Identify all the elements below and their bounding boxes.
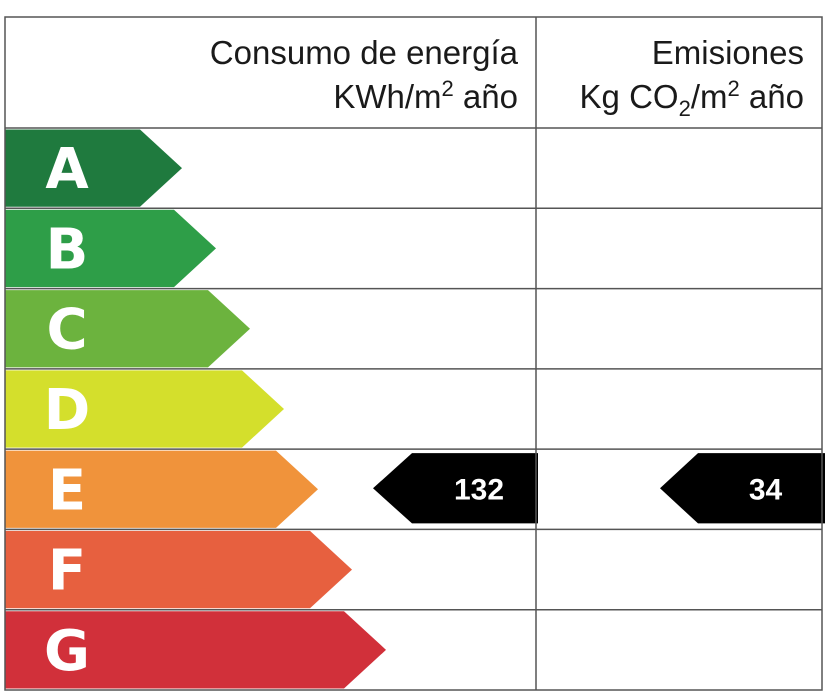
consumo-value: 132 [454, 473, 504, 506]
rating-letter-e: E [48, 458, 86, 523]
rating-band-e [5, 450, 318, 528]
rating-band-b [5, 209, 216, 288]
table-border [4, 16, 823, 691]
rating-band-c [5, 290, 250, 368]
emisiones-title: Emisiones [652, 34, 804, 71]
rating-letter-b: B [46, 217, 89, 282]
consumo-marker [373, 453, 538, 524]
emisiones-marker [660, 453, 825, 524]
emisiones-value: 34 [749, 473, 783, 506]
emisiones-unit: Kg CO2/m2 año [580, 76, 804, 121]
rating-letter-a: A [45, 137, 89, 202]
rating-letter-f: F [48, 539, 86, 604]
rating-band-g [5, 611, 386, 689]
consumo-title: Consumo de energía [210, 34, 519, 71]
rating-band-f [5, 530, 352, 609]
rating-letter-c: C [46, 298, 87, 363]
table-header: Consumo de energía KWh/m2 año Emisiones … [210, 34, 804, 121]
consumo-unit: KWh/m2 año [333, 76, 518, 115]
rating-band-a [5, 129, 182, 207]
rating-band-d [5, 370, 284, 448]
rating-letter-g: G [44, 619, 90, 684]
rating-letter-d: D [44, 378, 90, 443]
